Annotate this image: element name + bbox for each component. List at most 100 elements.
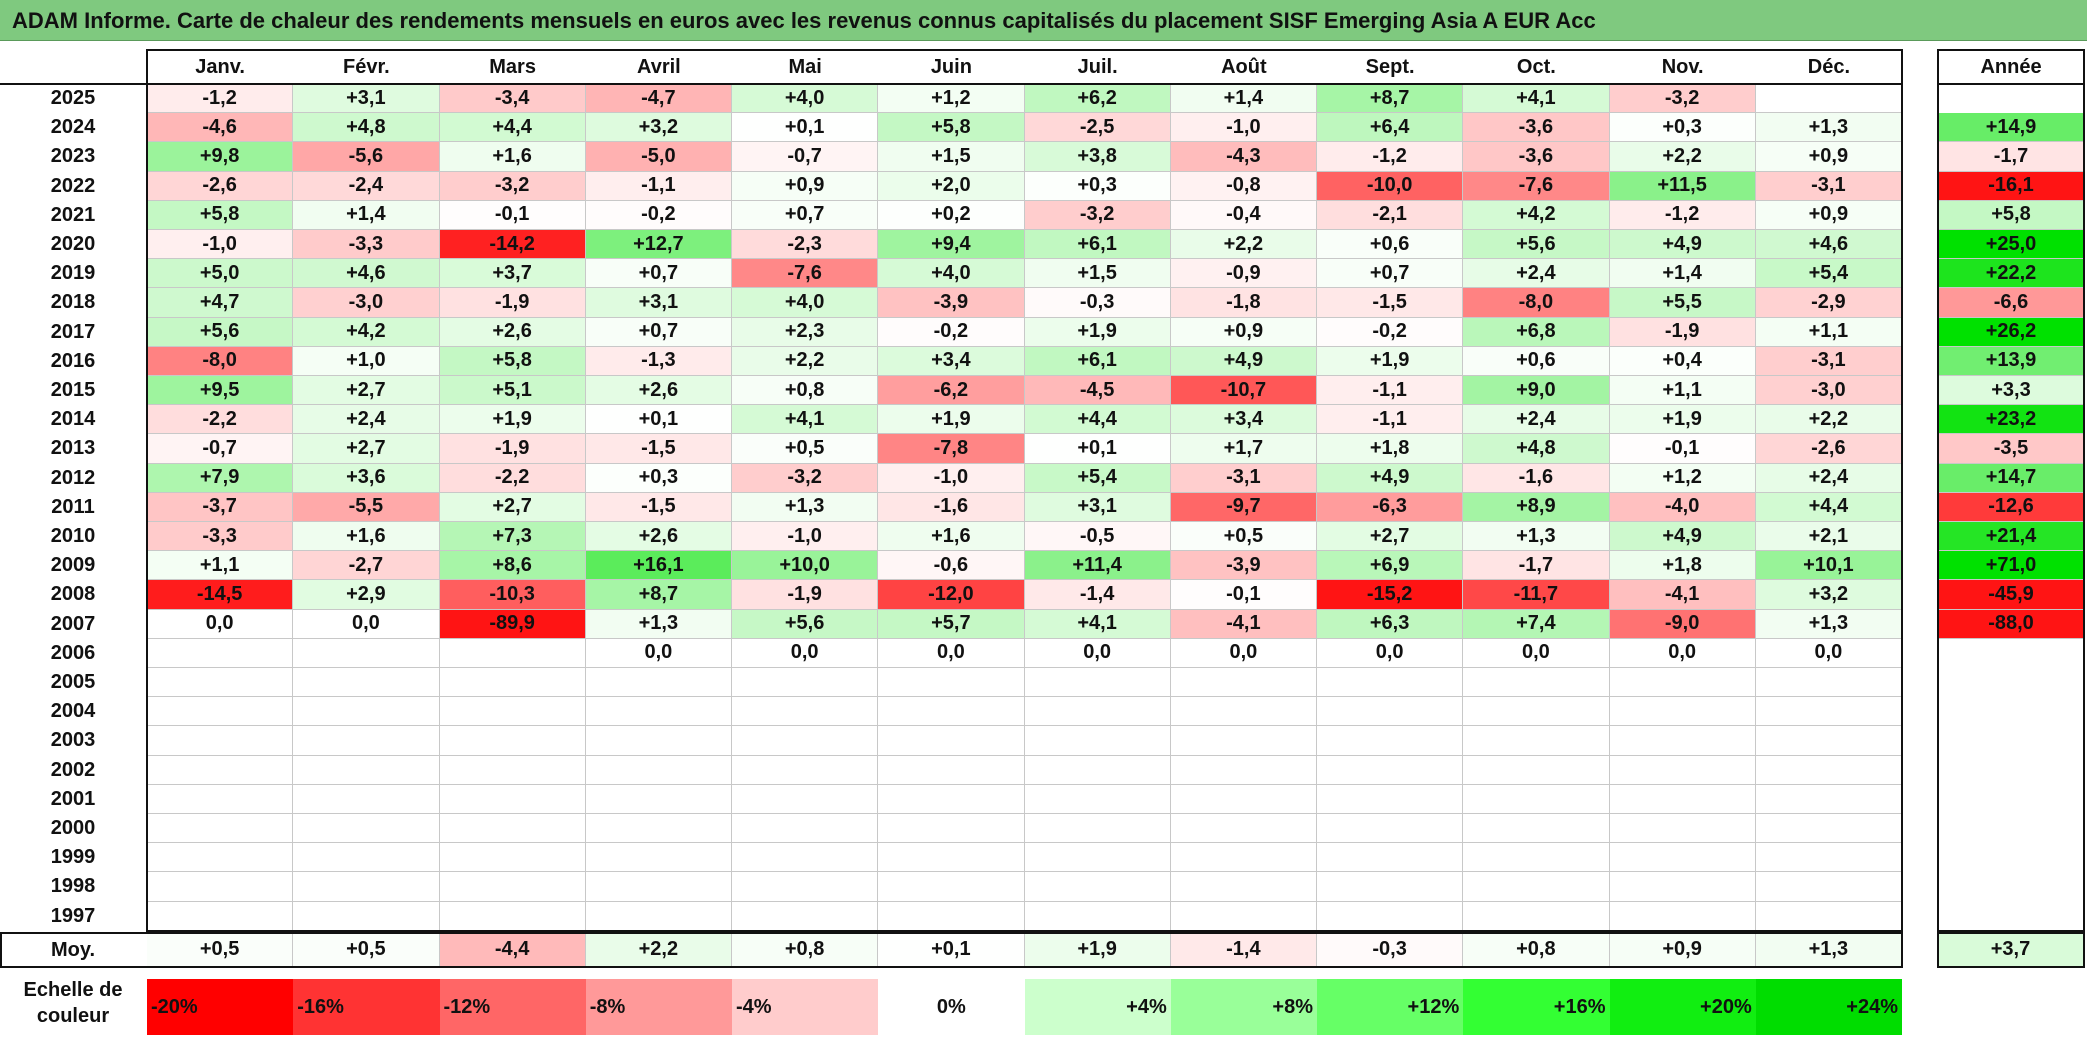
heatmap-cell: +3,1 <box>293 84 440 114</box>
heatmap-cell: +0,3 <box>1609 113 1756 143</box>
year-label: 2021 <box>50 203 96 226</box>
heatmap-cell: +2,2 <box>1755 405 1902 435</box>
heatmap-cell: +5,8 <box>147 200 294 230</box>
heatmap-cell: +1,3 <box>585 609 732 639</box>
heatmap-cell <box>878 784 1025 814</box>
annual-cell: +22,2 <box>1938 259 2084 289</box>
heatmap-cell: -10,7 <box>1170 376 1317 406</box>
heatmap-cell: +4,8 <box>1463 434 1610 464</box>
heatmap-cell <box>293 784 440 814</box>
heatmap-cell <box>439 901 586 931</box>
heatmap-cell: +1,1 <box>147 551 294 581</box>
heatmap-cell: +2,1 <box>1755 522 1902 552</box>
year-label: 1998 <box>50 875 96 898</box>
heatmap-cell: +4,6 <box>1755 230 1902 260</box>
heatmap-cell <box>732 843 879 873</box>
heatmap-cell: -1,5 <box>585 434 732 464</box>
color-scale-swatch: +16% <box>1463 979 1610 1035</box>
heatmap-cell: -10,3 <box>439 580 586 610</box>
annual-cell: -45,9 <box>1938 580 2084 610</box>
heatmap-cell: -1,5 <box>1317 288 1464 318</box>
heatmap-cell: -89,9 <box>439 609 586 639</box>
average-cell: +1,9 <box>1024 933 1171 967</box>
heatmap-cell: +1,2 <box>1609 463 1756 493</box>
heatmap-cell: -0,2 <box>878 317 1025 347</box>
month-header: Déc. <box>1807 55 1850 78</box>
heatmap-cell: +9,5 <box>147 376 294 406</box>
heatmap-cell <box>147 697 294 727</box>
heatmap-cell <box>732 668 879 698</box>
year-label: 1997 <box>50 904 96 927</box>
heatmap-cell: +1,7 <box>1170 434 1317 464</box>
heatmap-cell: +4,8 <box>293 113 440 143</box>
heatmap-cell <box>1170 901 1317 931</box>
heatmap-cell: +5,6 <box>732 609 879 639</box>
heatmap-cell <box>732 814 879 844</box>
heatmap-cell <box>585 843 732 873</box>
heatmap-cell: -0,2 <box>1317 317 1464 347</box>
heatmap-cell <box>1755 872 1902 902</box>
heatmap-cell <box>585 697 732 727</box>
heatmap-cell <box>147 901 294 931</box>
heatmap-cell: -0,5 <box>1024 522 1171 552</box>
heatmap-cell <box>293 668 440 698</box>
annual-cell <box>1938 638 2084 668</box>
heatmap-cell <box>1463 872 1610 902</box>
annual-cell <box>1938 784 2084 814</box>
annual-cell <box>1938 726 2084 756</box>
heatmap-cell <box>732 755 879 785</box>
heatmap-cell: +9,8 <box>147 142 294 172</box>
heatmap-cell: +4,4 <box>1024 405 1171 435</box>
heatmap-cell: +8,7 <box>1317 84 1464 114</box>
heatmap-cell: +1,3 <box>732 492 879 522</box>
year-label: 2006 <box>50 641 96 664</box>
heatmap-cell: +1,6 <box>878 522 1025 552</box>
heatmap-cell: -0,1 <box>439 200 586 230</box>
heatmap-cell: +5,4 <box>1024 463 1171 493</box>
annual-cell: -3,5 <box>1938 434 2084 464</box>
year-label: 1999 <box>50 846 96 869</box>
annual-cell: +25,0 <box>1938 230 2084 260</box>
heatmap-cell <box>147 872 294 902</box>
heatmap-cell <box>1024 784 1171 814</box>
heatmap-cell: +5,5 <box>1609 288 1756 318</box>
heatmap-cell: +0,5 <box>732 434 879 464</box>
heatmap-cell: +11,4 <box>1024 551 1171 581</box>
heatmap-cell: +1,9 <box>1609 405 1756 435</box>
heatmap-cell: +2,3 <box>732 317 879 347</box>
annual-cell: +5,8 <box>1938 200 2084 230</box>
month-header: Juin <box>930 55 972 78</box>
heatmap-cell <box>878 755 1025 785</box>
heatmap-cell: +5,7 <box>878 609 1025 639</box>
heatmap-cell: -9,0 <box>1609 609 1756 639</box>
heatmap-cell: -1,7 <box>1463 551 1610 581</box>
heatmap-cell: 0,0 <box>1170 638 1317 668</box>
heatmap-cell <box>1755 84 1902 114</box>
heatmap-cell: +0,5 <box>1170 522 1317 552</box>
heatmap-cell <box>1755 814 1902 844</box>
heatmap-cell: -12,0 <box>878 580 1025 610</box>
annual-cell <box>1938 901 2084 931</box>
heatmap-cell <box>1024 901 1171 931</box>
heatmap-cell <box>1609 668 1756 698</box>
annual-header-rule <box>1937 83 2085 85</box>
heatmap-cell: -1,5 <box>585 492 732 522</box>
color-scale-swatch: +8% <box>1170 979 1317 1035</box>
heatmap-cell: +2,4 <box>1463 405 1610 435</box>
year-label: 2025 <box>50 87 96 110</box>
heatmap-cell: -2,5 <box>1024 113 1171 143</box>
annual-cell <box>1938 814 2084 844</box>
heatmap-cell: -6,2 <box>878 376 1025 406</box>
heatmap-cell: +0,3 <box>585 463 732 493</box>
heatmap-cell <box>878 726 1025 756</box>
heatmap-cell <box>1463 814 1610 844</box>
heatmap-cell <box>878 697 1025 727</box>
heatmap-cell: +1,6 <box>439 142 586 172</box>
heatmap-cell: 0,0 <box>1463 638 1610 668</box>
heatmap-cell: -5,6 <box>293 142 440 172</box>
heatmap-cell: -2,3 <box>732 230 879 260</box>
heatmap-cell: +4,4 <box>439 113 586 143</box>
year-label: 2020 <box>50 233 96 256</box>
year-label: 2000 <box>50 817 96 840</box>
heatmap-cell <box>1317 784 1464 814</box>
